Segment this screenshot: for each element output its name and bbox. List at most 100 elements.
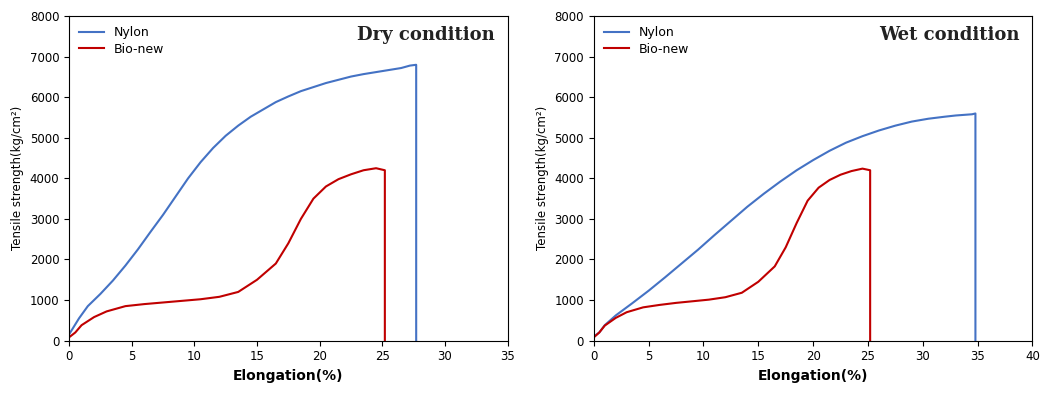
Nylon <box>889 123 902 128</box>
Nylon <box>857 134 869 139</box>
Nylon <box>588 334 600 339</box>
Bio-new <box>232 290 245 294</box>
Bio-new <box>332 177 345 182</box>
Line: Nylon: Nylon <box>69 65 416 340</box>
Line: Bio-new: Bio-new <box>69 168 385 340</box>
Bio-new <box>269 261 282 266</box>
Bio-new <box>345 172 357 177</box>
Nylon <box>790 168 803 173</box>
Text: Dry condition: Dry condition <box>356 26 495 44</box>
Nylon <box>94 292 106 296</box>
Nylon <box>642 288 655 293</box>
Nylon <box>961 112 973 117</box>
Bio-new <box>669 301 682 305</box>
Nylon <box>724 219 737 223</box>
Bio-new <box>864 168 877 173</box>
Nylon <box>922 116 934 121</box>
Nylon <box>257 107 270 112</box>
Bio-new <box>194 297 207 301</box>
Bio-new <box>834 172 847 177</box>
Nylon <box>182 176 194 181</box>
Y-axis label: Tensile strength(kg/cm²): Tensile strength(kg/cm²) <box>536 106 549 251</box>
Legend: Nylon, Bio-new: Nylon, Bio-new <box>76 22 168 59</box>
Nylon <box>194 160 207 165</box>
Bio-new <box>63 335 76 340</box>
Nylon <box>232 123 245 128</box>
Bio-new <box>845 169 858 173</box>
Nylon <box>840 140 852 145</box>
Bio-new <box>157 300 169 305</box>
Nylon <box>404 63 416 68</box>
Nylon <box>307 85 320 89</box>
Nylon <box>119 263 131 268</box>
Nylon <box>144 230 157 234</box>
Bio-new <box>637 305 650 310</box>
Nylon <box>220 134 232 138</box>
Bio-new <box>282 241 294 245</box>
Bio-new <box>378 338 391 343</box>
Nylon <box>82 304 95 309</box>
Nylon <box>741 204 754 209</box>
Nylon <box>872 128 885 133</box>
Bio-new <box>801 198 813 203</box>
Bio-new <box>100 309 112 314</box>
Nylon <box>758 191 770 196</box>
Nylon <box>823 149 836 153</box>
Bio-new <box>378 168 391 173</box>
X-axis label: Elongation(%): Elongation(%) <box>233 369 344 383</box>
Bio-new <box>69 330 82 335</box>
Bio-new <box>370 166 383 171</box>
Bio-new <box>251 277 264 282</box>
Nylon <box>949 113 962 118</box>
Bio-new <box>736 290 748 295</box>
Nylon <box>598 323 611 327</box>
Nylon <box>692 247 704 252</box>
Line: Nylon: Nylon <box>594 113 975 340</box>
Nylon <box>157 212 169 217</box>
Bio-new <box>138 302 150 307</box>
Bio-new <box>176 299 188 303</box>
Nylon <box>969 338 982 343</box>
Nylon <box>906 119 919 124</box>
Bio-new <box>654 303 666 307</box>
Nylon <box>269 100 282 104</box>
Bio-new <box>780 245 792 250</box>
Nylon <box>169 194 182 199</box>
Bio-new <box>686 299 699 304</box>
Y-axis label: Tensile strength(kg/cm²): Tensile strength(kg/cm²) <box>12 106 24 251</box>
Nylon <box>320 81 332 85</box>
Bio-new <box>751 279 764 284</box>
Nylon <box>63 332 76 337</box>
Nylon <box>282 94 294 99</box>
Bio-new <box>790 221 803 225</box>
Nylon <box>332 78 345 82</box>
X-axis label: Elongation(%): Elongation(%) <box>758 369 868 383</box>
Nylon <box>675 261 687 266</box>
Bio-new <box>593 330 605 335</box>
Nylon <box>708 233 721 238</box>
Bio-new <box>357 168 370 173</box>
Bio-new <box>768 264 781 269</box>
Bio-new <box>88 315 101 320</box>
Line: Bio-new: Bio-new <box>594 169 870 340</box>
Nylon <box>969 111 982 116</box>
Bio-new <box>76 323 88 327</box>
Bio-new <box>213 294 226 299</box>
Bio-new <box>307 196 320 201</box>
Bio-new <box>610 316 622 320</box>
Nylon <box>610 313 622 318</box>
Bio-new <box>823 178 836 182</box>
Nylon <box>966 112 978 117</box>
Bio-new <box>320 184 332 189</box>
Nylon <box>625 301 638 306</box>
Text: Wet condition: Wet condition <box>879 26 1019 44</box>
Bio-new <box>719 295 731 299</box>
Nylon <box>357 72 370 76</box>
Nylon <box>370 70 383 74</box>
Nylon <box>807 158 820 162</box>
Nylon <box>207 145 220 150</box>
Bio-new <box>119 304 131 309</box>
Bio-new <box>703 297 716 302</box>
Nylon <box>410 62 423 67</box>
Bio-new <box>588 335 600 340</box>
